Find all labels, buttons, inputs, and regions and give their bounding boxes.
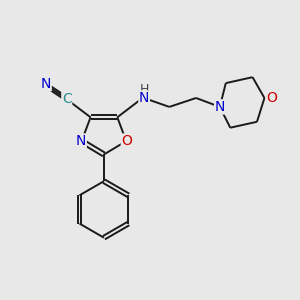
Text: C: C <box>62 92 72 106</box>
Text: N: N <box>76 134 86 148</box>
Text: O: O <box>122 134 132 148</box>
Text: H: H <box>140 83 149 96</box>
Text: O: O <box>266 91 277 105</box>
Text: N: N <box>139 91 149 105</box>
Text: N: N <box>215 100 225 114</box>
Text: N: N <box>41 77 51 91</box>
